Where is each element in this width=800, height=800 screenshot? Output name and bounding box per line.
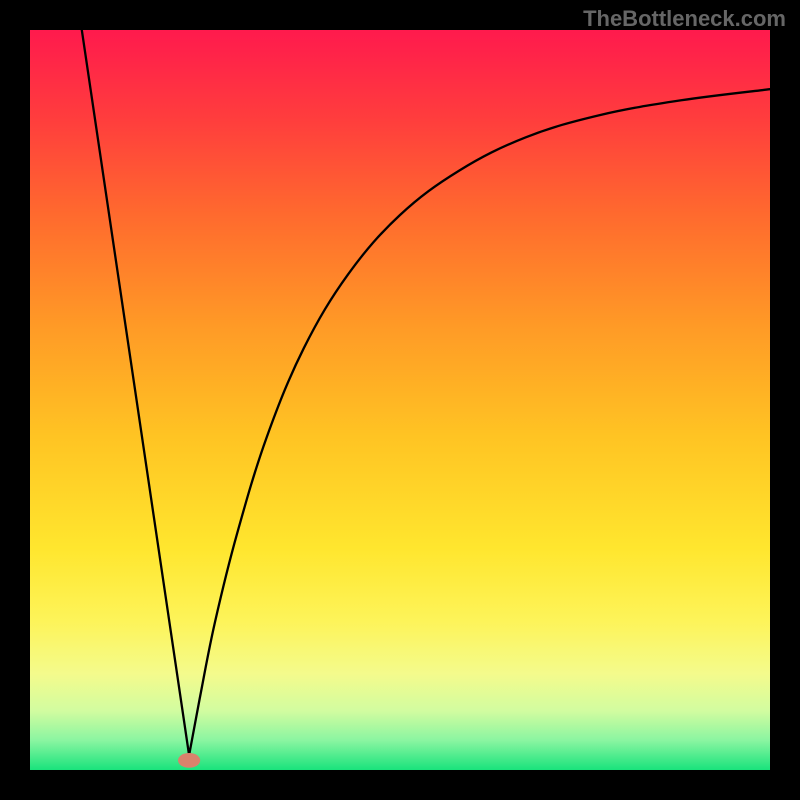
plot-svg [30,30,770,770]
gradient-background [30,30,770,770]
minimum-marker [178,753,200,768]
watermark-text: TheBottleneck.com [583,6,786,32]
plot-area [30,30,770,770]
chart-container: TheBottleneck.com [0,0,800,800]
